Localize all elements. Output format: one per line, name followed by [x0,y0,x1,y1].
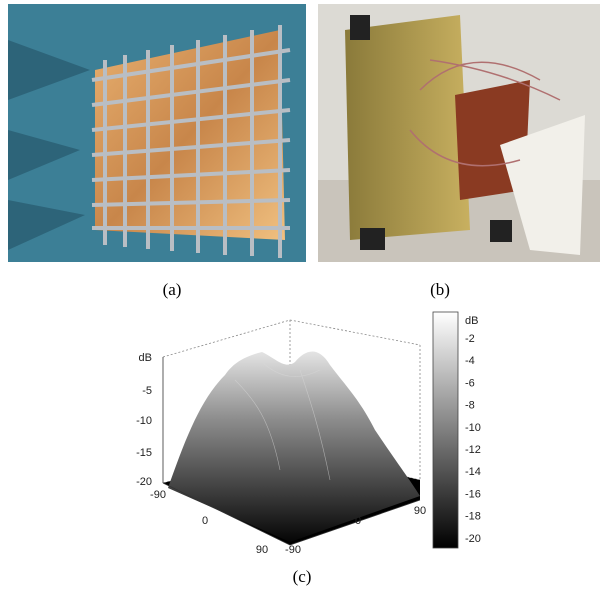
caption: (a) [163,280,182,299]
x-tick-label: 0 [202,515,208,527]
y-tick-label: 90 [414,505,426,517]
colorbar-tick-label: -10 [465,422,481,434]
colorbar-label: dB [465,315,478,327]
colorbar-tick-label: -12 [465,444,481,456]
z-tick-label: -20 [136,476,152,488]
page: {"panels": [ {"label": "(a)"}, {"label":… [0,0,607,590]
x-tick-label: 90 [256,544,268,556]
colorbar-tick-label: -2 [465,333,475,345]
x-tick-label: -90 [150,489,166,501]
y-tick-label: -90 [285,544,301,556]
y-tick-label: 0 [355,515,361,527]
surface-plot: dB -5 -10 -15 -20 -90 0 90 -90 0 90 dB -… [136,312,481,556]
colorbar-tick-label: -14 [465,466,481,478]
z-tick-label: -15 [136,447,152,459]
caption: (c) [293,567,312,586]
colorbar-ticks: -2 -4 -6 -8 -10 -12 -14 -16 -18 -20 [465,333,481,545]
z-axis-label: dB [139,352,152,364]
colorbar-tick-label: -20 [465,533,481,545]
colorbar-tick-label: -8 [465,400,475,412]
colorbar-tick-label: -18 [465,511,481,523]
z-tick-label: -5 [142,385,152,397]
photo-b [318,4,600,262]
caption: (b) [430,280,450,299]
z-tick-label: -10 [136,415,152,427]
colorbar-tick-label: -6 [465,377,475,389]
figure: (a) (b) dB -5 -10 -15 -20 -90 0 90 -90 0… [0,0,607,590]
colorbar-tick-label: -4 [465,355,475,367]
colorbar [433,312,458,548]
photo-a [8,4,306,262]
colorbar-tick-label: -16 [465,488,481,500]
